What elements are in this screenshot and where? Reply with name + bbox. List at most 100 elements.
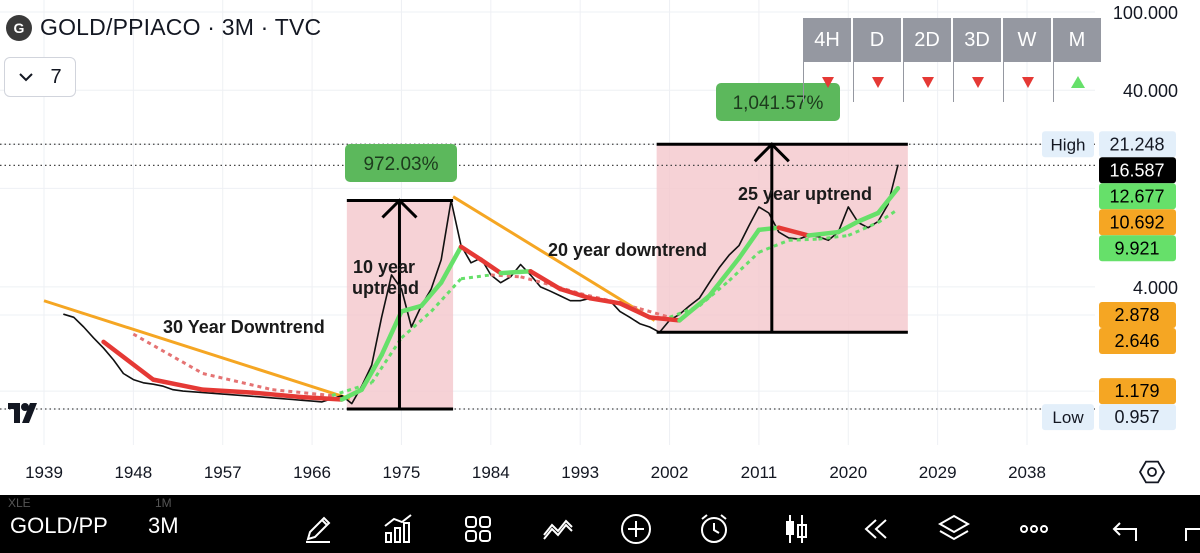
price-label: 0.957 — [1114, 407, 1159, 427]
gain-label-1-box — [345, 144, 457, 182]
timeframe-w[interactable]: W — [1002, 18, 1053, 102]
price-chart[interactable]: 972.03% 1,041.57% 30 Year Downtrend 10 year… — [0, 0, 1200, 495]
timeframe-4h[interactable]: 4H — [802, 18, 853, 102]
slow-ema-segment — [877, 208, 899, 224]
slow-ema-segment — [272, 388, 333, 398]
x-tick-label: 1939 — [25, 463, 63, 482]
fast-ema-segment — [478, 257, 503, 276]
price-label: 2.646 — [1114, 331, 1159, 351]
annotation-20y-downtrend: 20 year downtrend — [548, 240, 707, 260]
alarm-clock-icon[interactable] — [696, 511, 732, 547]
price-tag-box — [1042, 131, 1094, 158]
x-tick-label: 1948 — [114, 463, 152, 482]
fast-ema-segment — [875, 185, 901, 216]
gain-label-2: 1,041.57% — [733, 93, 824, 114]
layers-icon[interactable] — [936, 511, 972, 547]
uptrend-box-2 — [656, 144, 908, 333]
compare-icon[interactable] — [540, 511, 576, 547]
fast-ema-segment — [200, 387, 255, 395]
down-signal-icon — [971, 76, 984, 88]
down-signal-icon — [871, 76, 884, 88]
fast-ema-segment — [836, 219, 861, 235]
fast-ema-segment — [299, 394, 345, 402]
slow-ema-segment — [728, 251, 760, 282]
downtrend-line-20y — [452, 195, 656, 322]
symbol-logo: G — [6, 14, 32, 41]
price-label: 1.179 — [1114, 381, 1159, 401]
fast-ema-segment — [677, 293, 712, 323]
timeframe-m[interactable]: M — [1052, 18, 1103, 102]
x-tick-label: 1984 — [472, 463, 510, 482]
fast-ema-segment — [558, 286, 593, 301]
slow-ema-segment — [818, 234, 849, 241]
downtrend-line-30y — [43, 299, 351, 401]
y-tick-label: 100.000 — [1113, 3, 1178, 23]
annotation-10y-uptrend-2: uptrend — [352, 278, 419, 298]
indicators-icon[interactable] — [380, 511, 416, 547]
price-label-box — [1099, 378, 1176, 405]
fast-ema-segment — [528, 269, 563, 292]
y-tick-label: 40.000 — [1123, 81, 1178, 101]
fast-ema-segment — [101, 339, 156, 382]
slow-ema-segment — [698, 279, 731, 308]
fast-ema-segment — [359, 352, 384, 392]
price-label: 10.692 — [1109, 212, 1164, 232]
fast-ema-segment — [339, 387, 364, 402]
settings-hex-icon — [1138, 460, 1166, 484]
x-tick-label: 2011 — [741, 463, 778, 482]
fast-ema-segment — [806, 229, 841, 238]
add-plus-icon[interactable] — [618, 511, 654, 547]
price-label: 21.248 — [1109, 134, 1164, 154]
toolbar-interval[interactable]: 3M — [148, 513, 179, 538]
down-signal-icon — [821, 76, 834, 88]
price-label-box — [1099, 209, 1176, 236]
x-tick-label: 1993 — [561, 463, 599, 482]
slow-ema-segment — [400, 310, 433, 340]
gain-label-2-box — [716, 83, 840, 121]
fast-ema-segment — [647, 315, 682, 323]
x-tick-label: 1966 — [293, 463, 331, 482]
toolbar-symbol[interactable]: GOLD/PP — [10, 513, 108, 538]
x-tick-label: 2002 — [651, 463, 689, 482]
x-tick-label: 1975 — [383, 463, 421, 482]
fast-ema-segment — [617, 301, 652, 320]
price-label-box — [1099, 301, 1176, 328]
more-options-icon[interactable] — [1016, 511, 1052, 547]
slow-ema-segment — [520, 275, 551, 287]
indicator-count: 7 — [50, 65, 62, 88]
fast-ema-segment — [776, 225, 811, 238]
x-tick-label: 2020 — [829, 463, 867, 482]
timeframe-3d[interactable]: 3D — [952, 18, 1003, 102]
price-label: 2.878 — [1114, 305, 1159, 325]
slow-ema-segment — [490, 273, 521, 279]
annotation-10y-uptrend-1: 10 year — [353, 257, 415, 277]
draw-pen-icon[interactable] — [300, 511, 336, 547]
timeframe-signal-table: 4H D 2D 3D W M — [802, 18, 1103, 102]
layout-grid-icon[interactable] — [460, 511, 496, 547]
undo-icon[interactable] — [1110, 511, 1146, 547]
timeframe-d[interactable]: D — [852, 18, 903, 102]
price-label-box — [1099, 327, 1176, 354]
indicators-collapse-button[interactable]: 7 — [4, 57, 76, 97]
timeframe-2d[interactable]: 2D — [902, 18, 953, 102]
fast-ema-segment — [498, 269, 533, 276]
price-label-box — [1099, 131, 1176, 158]
price-label-box — [1099, 404, 1176, 431]
fast-ema-segment — [458, 244, 484, 262]
redo-icon[interactable] — [1176, 511, 1200, 547]
fast-ema-segment — [855, 210, 881, 224]
fast-ema-segment — [419, 280, 444, 309]
x-tick-label: 2029 — [919, 463, 957, 482]
down-signal-icon — [1021, 76, 1034, 88]
symbol-title[interactable]: GOLD/PPIACO · 3M · TVC — [40, 14, 322, 40]
candlestick-icon[interactable] — [778, 511, 814, 547]
slow-ema-segment — [609, 299, 641, 311]
price-label: 9.921 — [1114, 238, 1159, 258]
price-label: 16.587 — [1109, 160, 1164, 180]
replay-rewind-icon[interactable] — [858, 511, 894, 547]
slow-ema-segment — [847, 221, 879, 237]
down-signal-icon — [921, 76, 934, 88]
fast-ema-segment — [707, 255, 742, 299]
x-tick-label: 2038 — [1008, 463, 1046, 482]
annotation-30y-downtrend: 30 Year Downtrend — [163, 317, 325, 337]
